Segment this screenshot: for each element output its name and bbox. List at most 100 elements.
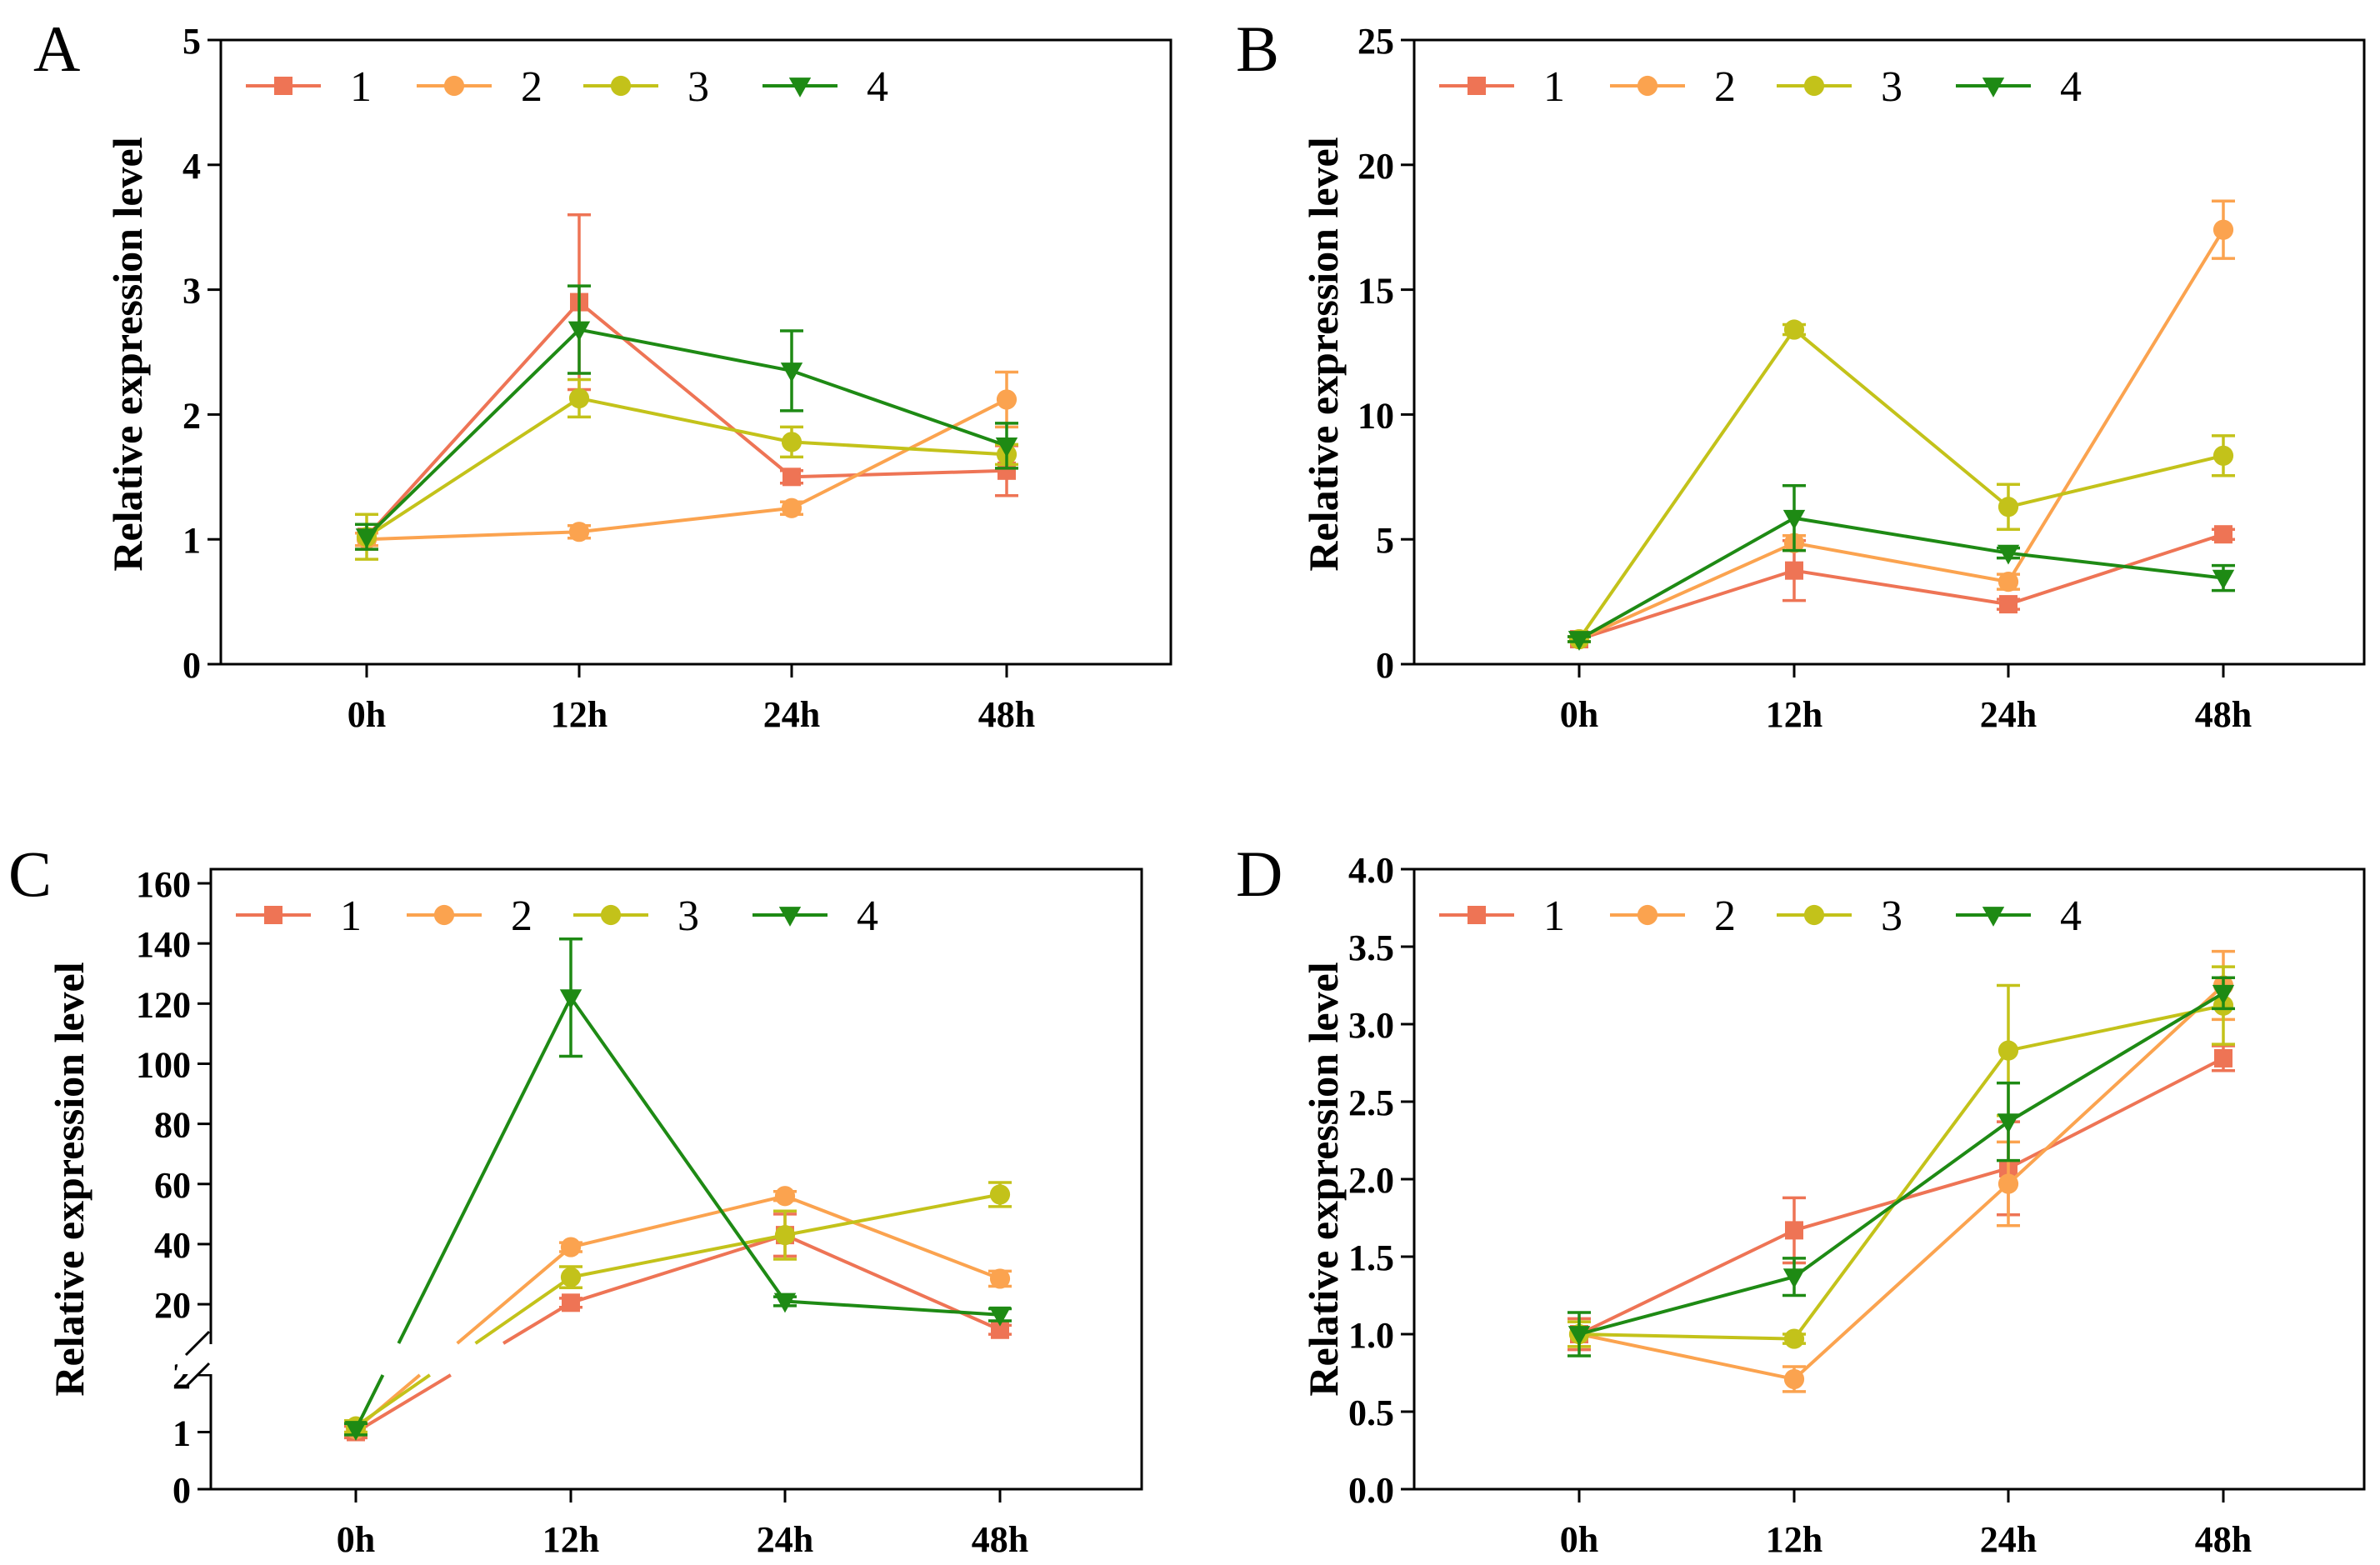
legend-marker xyxy=(433,904,455,926)
legend-label: 1 xyxy=(1543,63,1565,111)
data-point xyxy=(1999,595,2018,614)
series-line-segment xyxy=(354,1373,431,1428)
series-line-segment xyxy=(569,996,787,1302)
y-tick-label: 15 xyxy=(1358,271,1394,312)
y-axis-label: Relative expression level xyxy=(1300,962,1347,1396)
data-point xyxy=(780,362,803,382)
y-tick-label: 3.5 xyxy=(1348,928,1394,968)
y-tick-label: 2.5 xyxy=(1348,1082,1394,1123)
plot-frame xyxy=(209,868,1143,1491)
legend-marker xyxy=(778,907,802,927)
data-point xyxy=(1782,1268,1806,1289)
series-line-segment xyxy=(570,1194,786,1249)
series-line-segment xyxy=(1578,1275,1795,1336)
series-line-segment xyxy=(1578,1332,1795,1381)
y-tick-label: 0 xyxy=(182,645,201,686)
x-tick-label: 0h xyxy=(1560,694,1598,735)
data-point xyxy=(568,321,591,342)
series-line-segment xyxy=(2008,532,2224,606)
x-tick-label: 24h xyxy=(757,1519,813,1560)
data-point xyxy=(989,1184,1011,1205)
legend-label: 1 xyxy=(340,892,362,940)
panel-label-a: A xyxy=(33,12,80,85)
data-point xyxy=(989,1268,1011,1289)
y-tick-label: 4 xyxy=(182,146,201,187)
series-line-segment xyxy=(1792,1049,2010,1340)
series-line-segment xyxy=(1793,516,2009,555)
y-tick-label: 60 xyxy=(154,1165,191,1206)
y-tick-label: 100 xyxy=(136,1044,191,1085)
data-point xyxy=(2214,525,2232,544)
y-tick-label: 1.0 xyxy=(1348,1315,1394,1356)
series-line-segment xyxy=(1793,541,2009,584)
data-point xyxy=(782,468,801,487)
x-tick-label: 0h xyxy=(348,694,386,735)
series-line-segment xyxy=(578,301,793,478)
data-point xyxy=(1997,1113,2020,1134)
data-point xyxy=(991,1320,1009,1339)
data-point xyxy=(1998,1173,2019,1194)
data-point xyxy=(1783,319,1805,340)
series-line-segment xyxy=(784,1233,1001,1332)
series-line-segment xyxy=(2007,228,2225,583)
data-point xyxy=(995,437,1018,458)
series-line-segment xyxy=(1578,328,1796,641)
x-tick-label: 48h xyxy=(972,1519,1028,1560)
data-point xyxy=(1568,1326,1591,1346)
y-tick-label: 2 xyxy=(182,395,201,436)
series-line-segment xyxy=(365,397,581,538)
y-tick-label: 1 xyxy=(182,520,201,561)
x-tick-label: 0h xyxy=(337,1519,375,1560)
data-point xyxy=(560,1237,582,1258)
panel-label-d: D xyxy=(1236,838,1282,910)
legend-marker xyxy=(1637,904,1658,926)
legend-marker xyxy=(600,904,622,926)
series-line-segment xyxy=(791,398,1008,510)
legend-marker xyxy=(1468,906,1486,924)
legend-label: 3 xyxy=(1881,892,1902,940)
series-line-segment xyxy=(1792,1120,2010,1278)
legend-label: 1 xyxy=(350,63,372,111)
data-point xyxy=(1998,497,2019,518)
y-tick-label: 5 xyxy=(1376,520,1394,561)
series-line-segment xyxy=(1793,568,2009,607)
y-axis-label: Relative expression level xyxy=(1300,137,1347,571)
data-point xyxy=(1782,509,1806,530)
legend-label: 2 xyxy=(1714,63,1736,111)
x-tick-label: 12h xyxy=(551,694,608,735)
panel-b: B Relative expression level 0 5 10 15 20 25 0h… xyxy=(1236,12,2366,735)
data-point xyxy=(1568,631,1591,651)
legend-label: 2 xyxy=(511,892,532,940)
panel-label-b: B xyxy=(1236,12,1279,85)
panel-label-c: C xyxy=(8,838,52,910)
x-tick-label: 12h xyxy=(542,1519,599,1560)
y-tick-label: 20 xyxy=(1358,146,1394,187)
data-point xyxy=(1783,1368,1805,1390)
data-point xyxy=(2214,1048,2232,1068)
plot-frame xyxy=(1412,868,2366,1491)
y-axis-label: Relative expression level xyxy=(46,962,92,1396)
x-tick-label: 48h xyxy=(978,694,1035,735)
y-tick-label: 1.5 xyxy=(1348,1238,1394,1278)
series-line-segment xyxy=(366,530,580,542)
series-line-segment xyxy=(578,506,792,534)
x-tick-label: 12h xyxy=(1766,694,1822,735)
series-line-segment xyxy=(354,1373,452,1434)
data-point xyxy=(568,388,590,409)
data-point xyxy=(1785,1221,1803,1240)
data-point xyxy=(1785,561,1803,580)
axis-break-mark xyxy=(184,1330,211,1357)
series-line-segment xyxy=(354,1374,385,1430)
legend-label: 4 xyxy=(2060,892,2082,940)
data-point xyxy=(2212,569,2235,590)
legend-label: 4 xyxy=(2060,63,2082,111)
axis-break-mark xyxy=(184,1362,211,1388)
x-tick-label: 24h xyxy=(763,694,820,735)
legend-marker xyxy=(1982,78,2005,98)
series-line-segment xyxy=(791,468,1008,479)
series-line-segment xyxy=(570,1233,786,1279)
series-line-segment xyxy=(1578,1228,1795,1336)
y-tick-label: 0 xyxy=(1376,645,1394,686)
series-line-segment xyxy=(791,369,1008,448)
